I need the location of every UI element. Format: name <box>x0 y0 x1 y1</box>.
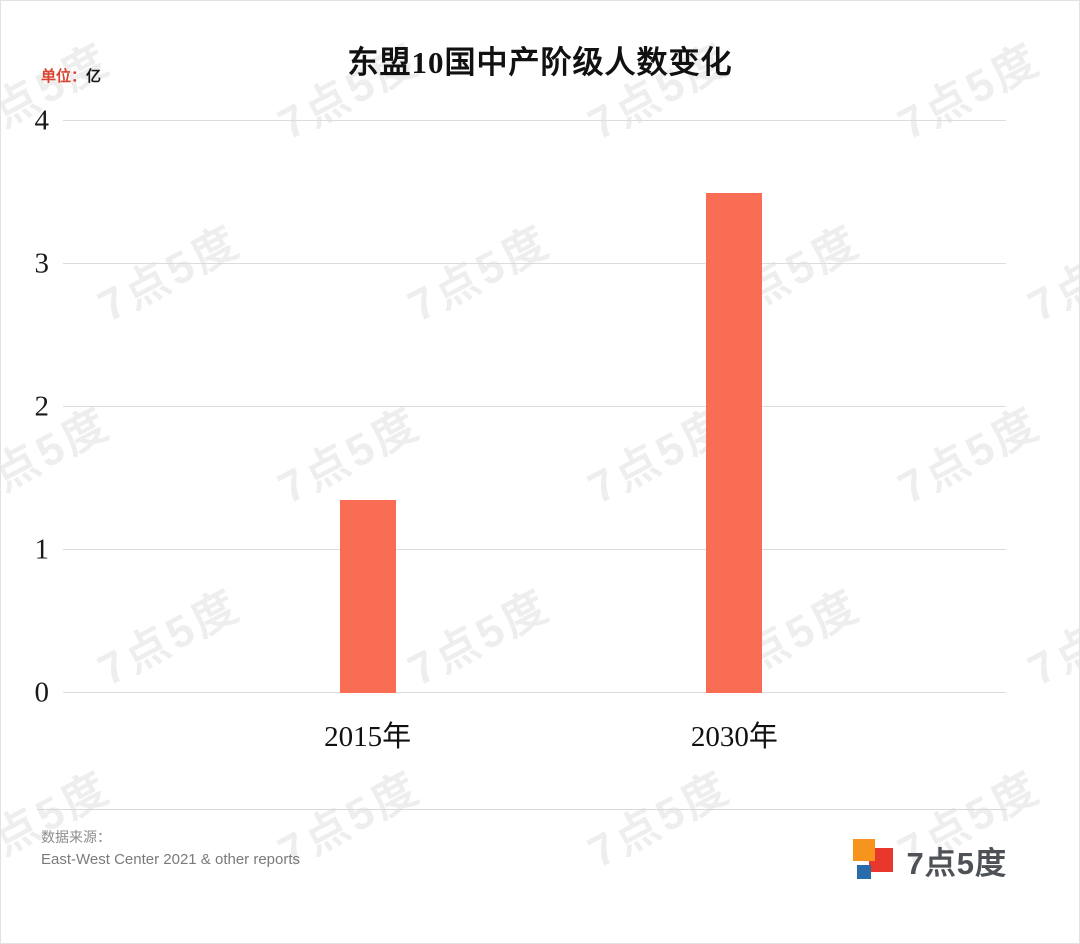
unit-label-value: 亿 <box>86 68 102 85</box>
bar-2030年 <box>706 192 763 693</box>
gridline-2 <box>63 406 1006 407</box>
unit-label-prefix: 单位： <box>41 68 87 85</box>
gridline-4 <box>63 120 1006 121</box>
y-tick-label-1: 1 <box>34 533 50 566</box>
brand-logo: 7点5度 <box>851 837 1007 883</box>
brand-logo-text: 7点5度 <box>906 845 1007 881</box>
x-tick-label-2015年: 2015年 <box>324 721 412 753</box>
gridline-3 <box>63 263 1006 264</box>
data-source-text: East-West Center 2021 & other reports <box>41 851 301 868</box>
y-axis-labels: 0 1 2 3 4 <box>1 106 53 707</box>
y-tick-label-0: 0 <box>34 676 50 709</box>
x-tick-label-2030年: 2030年 <box>690 721 778 753</box>
brand-logo-icon <box>851 837 897 883</box>
footer-divider <box>37 809 1007 810</box>
y-tick-label-4: 4 <box>34 104 50 137</box>
x-axis-labels: 2015年 2030年 <box>63 713 1006 757</box>
data-source-label: 数据来源： <box>41 829 111 845</box>
gridline-0 <box>63 692 1006 693</box>
logo-square-blue <box>856 865 871 879</box>
gridline-1 <box>63 549 1006 550</box>
y-tick-label-3: 3 <box>34 247 50 280</box>
chart-title: 东盟10国中产阶级人数变化 <box>347 45 733 80</box>
logo-square-orange <box>852 839 875 861</box>
y-tick-label-2: 2 <box>34 390 50 423</box>
unit-label: 单位：亿 <box>41 65 101 86</box>
plot-area <box>63 120 1006 693</box>
bar-2015年 <box>339 499 396 693</box>
